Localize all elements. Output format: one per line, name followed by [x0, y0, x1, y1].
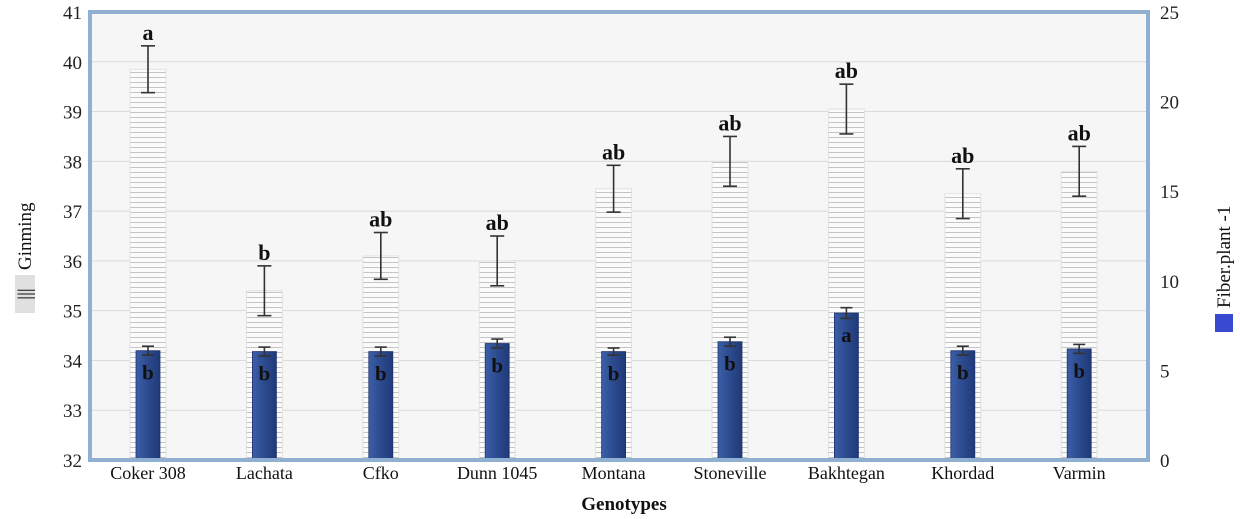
left-tick-label: 33 [63, 401, 82, 422]
ginming-letter: ab [835, 58, 858, 83]
left-tick-label: 41 [63, 3, 82, 24]
ginming-letter: ab [951, 143, 974, 168]
fiber-letter: b [608, 362, 620, 386]
fiber-bar [601, 351, 626, 461]
left-tick-label: 34 [63, 351, 83, 372]
fiber-bar [1066, 348, 1092, 461]
ginming-letter: ab [602, 139, 625, 164]
category-label: Bakhtegan [808, 463, 885, 483]
category-label: Cfko [363, 463, 399, 483]
left-tick-label: 39 [63, 103, 82, 124]
category-label: Dunn 1045 [457, 463, 538, 483]
left-tick-label: 40 [63, 53, 82, 74]
left-axis-title-group: ||| Ginming [15, 202, 36, 313]
ginming-letter: a [143, 20, 154, 45]
fiber-letter: b [491, 354, 503, 378]
right-axis-ticks: 0 5 10 15 20 25 [1160, 3, 1179, 472]
fiber-letter: b [957, 361, 969, 385]
right-axis-title: Fiber.plant -1 [1214, 206, 1235, 308]
fiber-letter: b [724, 352, 736, 376]
ginming-letter: ab [369, 207, 392, 232]
right-tick-label: 20 [1160, 93, 1179, 114]
fiber-bar [251, 351, 277, 461]
fiber-letter: a [841, 323, 852, 347]
right-tick-label: 10 [1160, 272, 1179, 293]
category-label: Lachata [236, 463, 293, 483]
fiber-bar [717, 341, 743, 461]
left-axis-ticks: 32 33 34 35 36 37 38 39 40 41 [63, 3, 83, 472]
fiber-letter: b [1073, 359, 1085, 383]
ginming-legend-symbol: ||| [15, 288, 36, 299]
plot-border [88, 10, 1150, 462]
category-labels: Coker 308 Lachata Cfko Dunn 1045 Montana Ston… [110, 463, 1105, 483]
right-tick-label: 5 [1160, 361, 1170, 382]
left-tick-label: 36 [63, 252, 82, 273]
category-label: Stoneville [694, 463, 767, 483]
left-axis-title: Ginming [15, 202, 36, 270]
right-tick-label: 0 [1160, 451, 1170, 472]
left-tick-label: 37 [63, 202, 82, 223]
ginming-letter: b [258, 240, 270, 265]
fiber-letter: b [142, 361, 154, 385]
category-label: Khordad [931, 463, 994, 483]
x-axis-title: Genotypes [581, 494, 667, 515]
right-tick-label: 15 [1160, 182, 1179, 203]
fiber-bar [950, 350, 976, 461]
ginming-legend-swatch [15, 275, 35, 313]
category-label: Montana [582, 463, 646, 483]
fiber-letter: b [375, 362, 387, 386]
right-axis-title-group: Fiber.plant -1 [1214, 206, 1235, 332]
ginming-letter: ab [486, 210, 509, 235]
right-tick-label: 25 [1160, 3, 1179, 24]
ginming-letter: ab [1068, 120, 1091, 145]
left-tick-label: 32 [63, 451, 82, 472]
left-tick-label: 35 [63, 302, 82, 323]
category-label: Varmin [1053, 463, 1106, 483]
category-label: Coker 308 [110, 463, 186, 483]
left-tick-label: 38 [63, 152, 82, 173]
fiber-legend-swatch [1215, 314, 1233, 332]
fiber-letter: b [259, 362, 271, 386]
ginming-letter: ab [718, 110, 741, 135]
